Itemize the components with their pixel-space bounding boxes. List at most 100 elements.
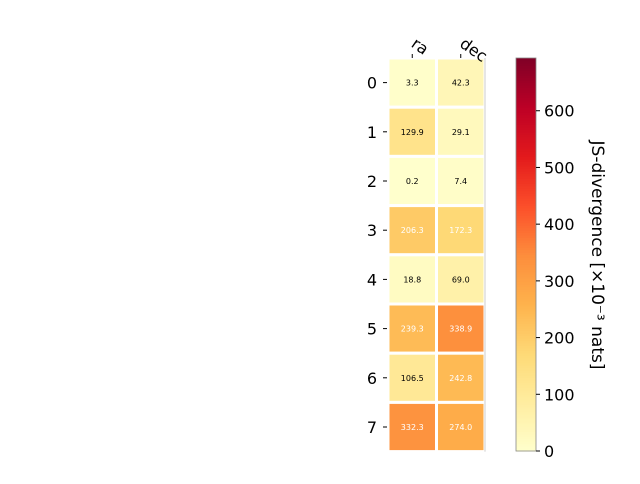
colorbar-band (516, 286, 536, 290)
colorbar-band (516, 166, 536, 170)
colorbar-band (516, 438, 536, 442)
colorbar-band (516, 443, 536, 447)
cell-value-label: 338.9 (449, 325, 472, 334)
colorbar-band (516, 399, 536, 403)
colorbar-band (516, 446, 536, 450)
colorbar-band (516, 394, 536, 398)
colorbar-band (516, 283, 536, 288)
colorbar-band (516, 119, 536, 123)
cell-value-label: 172.3 (449, 226, 472, 235)
colorbar-band (516, 232, 536, 236)
colorbar-band (516, 298, 536, 302)
colorbar-band (516, 94, 536, 98)
colorbar-band (516, 367, 536, 371)
colorbar-band (516, 433, 536, 437)
colorbar-band (516, 409, 536, 413)
colorbar-band (516, 124, 536, 128)
colorbar-tick-label: 0 (544, 442, 554, 461)
colorbar-band (516, 350, 536, 354)
cell-value-label: 0.2 (406, 177, 419, 186)
colorbar-band (516, 389, 536, 393)
colorbar-band (516, 178, 536, 182)
colorbar-band (516, 126, 536, 130)
colorbar-band (516, 355, 536, 359)
cell-value-label: 332.3 (401, 423, 424, 432)
colorbar-band (516, 141, 536, 145)
colorbar-band (516, 75, 536, 79)
heatmap-cells (386, 56, 487, 454)
colorbar-band (516, 328, 536, 332)
colorbar-band (516, 379, 536, 383)
cell-value-label: 29.1 (452, 128, 470, 137)
row-tick-label: 4 (367, 270, 377, 289)
colorbar-band (516, 148, 536, 152)
colorbar-band (516, 404, 536, 408)
colorbar-band (516, 266, 536, 270)
colorbar-band (516, 323, 536, 327)
colorbar-band (516, 234, 536, 238)
colorbar-band (516, 279, 536, 283)
colorbar-band (516, 97, 536, 101)
colorbar-band (516, 87, 536, 91)
colorbar-band (516, 387, 536, 391)
colorbar-band (516, 340, 536, 344)
colorbar-band (516, 229, 536, 233)
colorbar-band (516, 320, 536, 324)
colorbar-band (516, 271, 536, 275)
cell-value-label: 274.0 (449, 423, 472, 432)
colorbar-band (516, 225, 536, 229)
colorbar-band (516, 193, 536, 197)
colorbar-band (516, 163, 536, 167)
colorbar-band (516, 330, 536, 334)
colorbar-frame (515, 57, 537, 452)
colorbar-band (516, 382, 536, 386)
colorbar-band (516, 276, 536, 280)
row-tick-label: 1 (367, 123, 377, 142)
colorbar-band (516, 414, 536, 418)
colorbar-band (516, 72, 536, 76)
colorbar-tick-label: 200 (544, 329, 575, 348)
colorbar-band (516, 85, 536, 89)
colorbar-band (516, 136, 536, 140)
column-tick-label: ra (408, 34, 432, 59)
colorbar-band (516, 104, 536, 108)
colorbar-band (516, 426, 536, 430)
colorbar-band (516, 215, 536, 219)
colorbar-band (516, 183, 536, 187)
colorbar-band (516, 242, 536, 246)
colorbar-band (516, 301, 536, 305)
heatmap-cell (435, 204, 487, 257)
colorbar-band (516, 308, 536, 312)
colorbar-band (516, 109, 536, 113)
colorbar-band (516, 146, 536, 150)
colorbar-band (516, 347, 536, 351)
colorbar-tick-label: 100 (544, 385, 575, 404)
colorbar-band (516, 195, 536, 199)
colorbar-band (516, 161, 536, 165)
colorbar-band (516, 249, 536, 253)
colorbar-band (516, 259, 536, 263)
cell-value-label: 242.8 (449, 374, 472, 383)
colorbar-band (516, 315, 536, 319)
colorbar-band (516, 99, 536, 103)
colorbar-band (516, 129, 536, 133)
cell-value-label: 129.9 (401, 128, 424, 137)
colorbar-band (516, 419, 536, 423)
colorbar-band (516, 210, 536, 214)
cell-value-label: 3.3 (406, 79, 419, 88)
colorbar-band (516, 80, 536, 84)
colorbar-band (516, 401, 536, 405)
colorbar-band (516, 112, 536, 116)
colorbar-band (516, 392, 536, 396)
colorbar-band (516, 252, 536, 256)
colorbar-band (516, 82, 536, 86)
colorbar-band (516, 335, 536, 339)
colorbar-band (516, 220, 536, 224)
colorbar-band (516, 274, 536, 278)
colorbar-band (516, 411, 536, 415)
colorbar-band (516, 237, 536, 241)
colorbar-band (516, 89, 536, 93)
colorbar-band (516, 102, 536, 106)
colorbar-band (516, 436, 536, 440)
